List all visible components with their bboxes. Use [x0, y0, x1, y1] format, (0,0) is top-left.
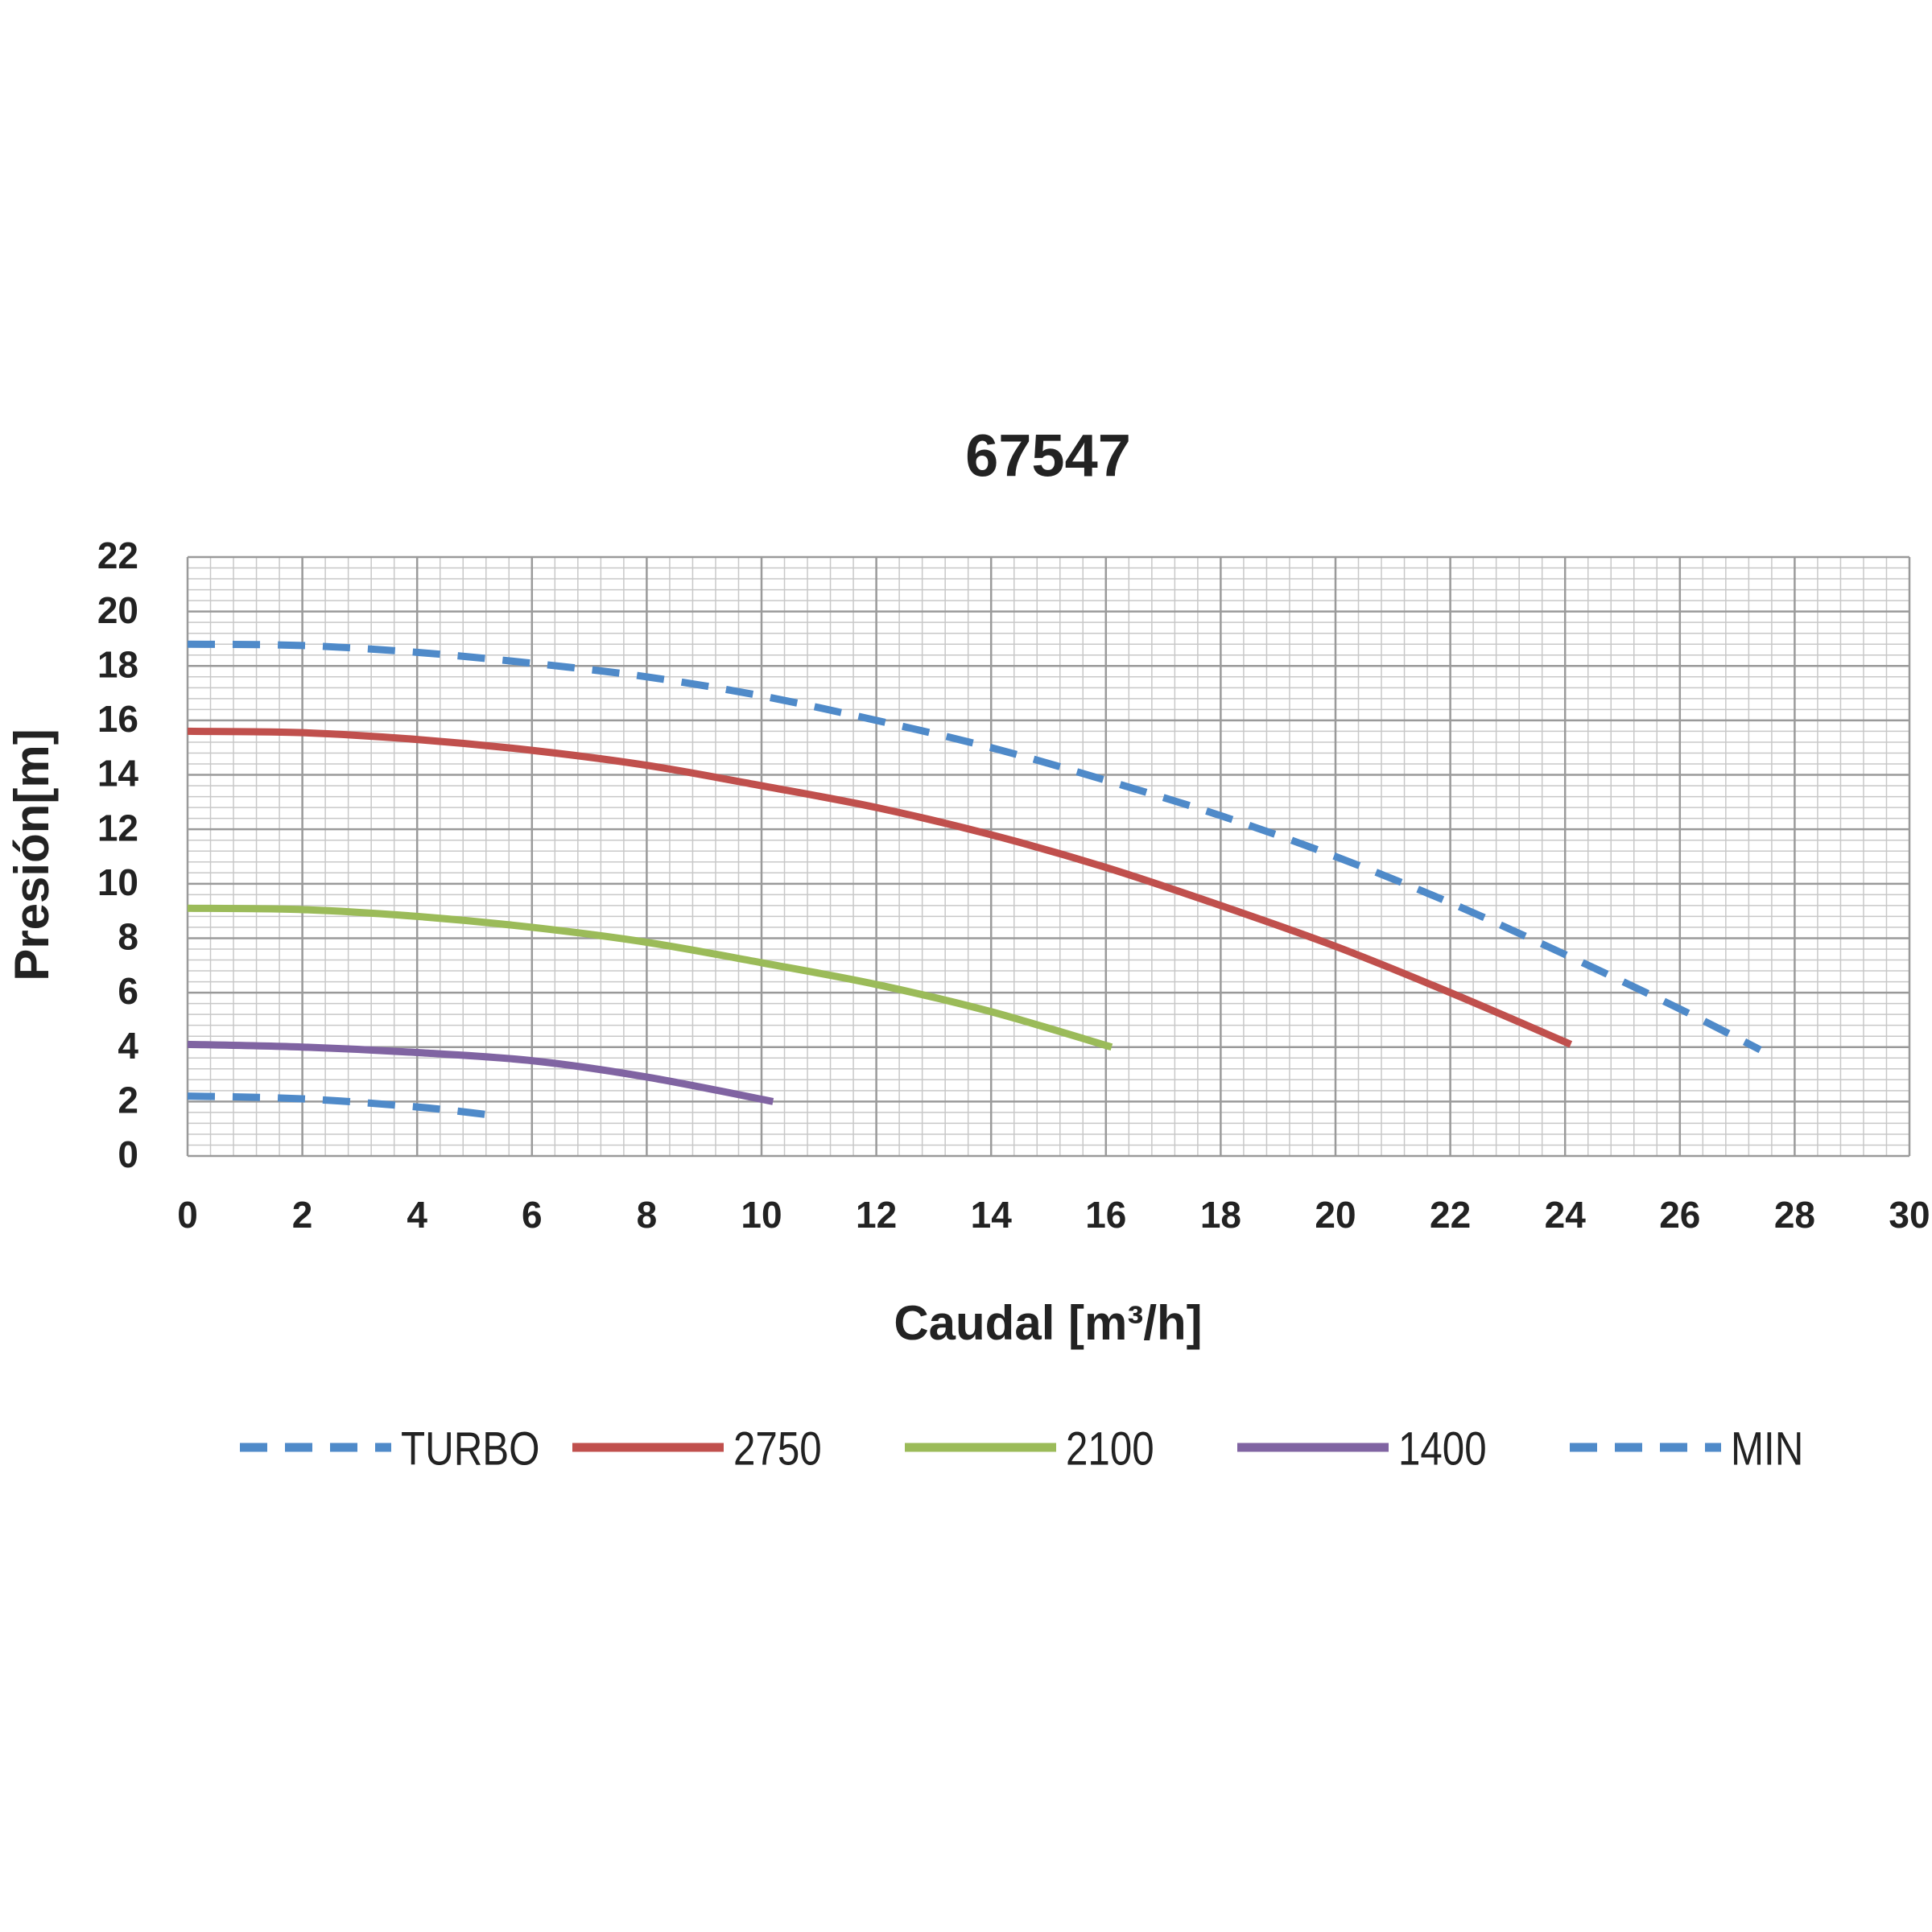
legend-label: 1400: [1398, 1423, 1487, 1476]
x-tick-label: 8: [637, 1194, 658, 1236]
x-tick-label: 20: [1315, 1194, 1356, 1236]
x-axis-title: Caudal [m³/h]: [894, 1296, 1202, 1350]
y-tick-label: 18: [97, 643, 138, 685]
x-tick-label: 10: [741, 1194, 782, 1236]
y-tick-label: 4: [118, 1025, 138, 1067]
y-tick-label: 12: [97, 807, 138, 848]
x-tick-label: 14: [971, 1194, 1013, 1236]
y-tick-label: 14: [97, 753, 139, 795]
chart-title: 67547: [965, 423, 1131, 489]
series-line: [187, 1040, 774, 1105]
x-tick-label: 6: [522, 1194, 543, 1236]
series-line: [187, 904, 1113, 1051]
grid: [186, 555, 1911, 1158]
legend: TURBO 2750 2100 1400 MIN: [240, 1423, 1803, 1476]
x-tick-label: 4: [407, 1194, 427, 1236]
y-tick-label: 2: [118, 1080, 138, 1121]
x-tick-label: 0: [177, 1194, 198, 1236]
y-tick-label: 10: [97, 861, 138, 903]
x-tick-label: 16: [1085, 1194, 1126, 1236]
series-line: [187, 727, 1573, 1048]
x-tick-label: 2: [292, 1194, 313, 1236]
series-line: [187, 1092, 493, 1119]
x-tick-label: 12: [856, 1194, 897, 1236]
x-tick-label: 18: [1200, 1194, 1241, 1236]
legend-label: 2750: [733, 1423, 822, 1476]
x-tick-label: 26: [1659, 1194, 1700, 1236]
x-tick-label: 30: [1889, 1194, 1930, 1236]
legend-label: 2100: [1066, 1423, 1154, 1476]
y-tick-label: 20: [97, 589, 138, 631]
y-axis-title: Presión[m]: [5, 729, 59, 980]
y-tick-label: 0: [118, 1133, 138, 1175]
x-tick-label: 28: [1774, 1194, 1815, 1236]
x-tick-label: 22: [1430, 1194, 1471, 1236]
y-tick-label: 6: [118, 970, 138, 1012]
series-line: [187, 640, 1762, 1054]
legend-label: TURBO: [401, 1423, 540, 1476]
y-tick-label: 16: [97, 698, 138, 740]
y-tick-label: 8: [118, 916, 138, 958]
y-tick-label: 22: [97, 535, 138, 576]
legend-label: MIN: [1731, 1423, 1803, 1476]
x-tick-label: 24: [1545, 1194, 1587, 1236]
plot-lines: [187, 640, 1762, 1119]
